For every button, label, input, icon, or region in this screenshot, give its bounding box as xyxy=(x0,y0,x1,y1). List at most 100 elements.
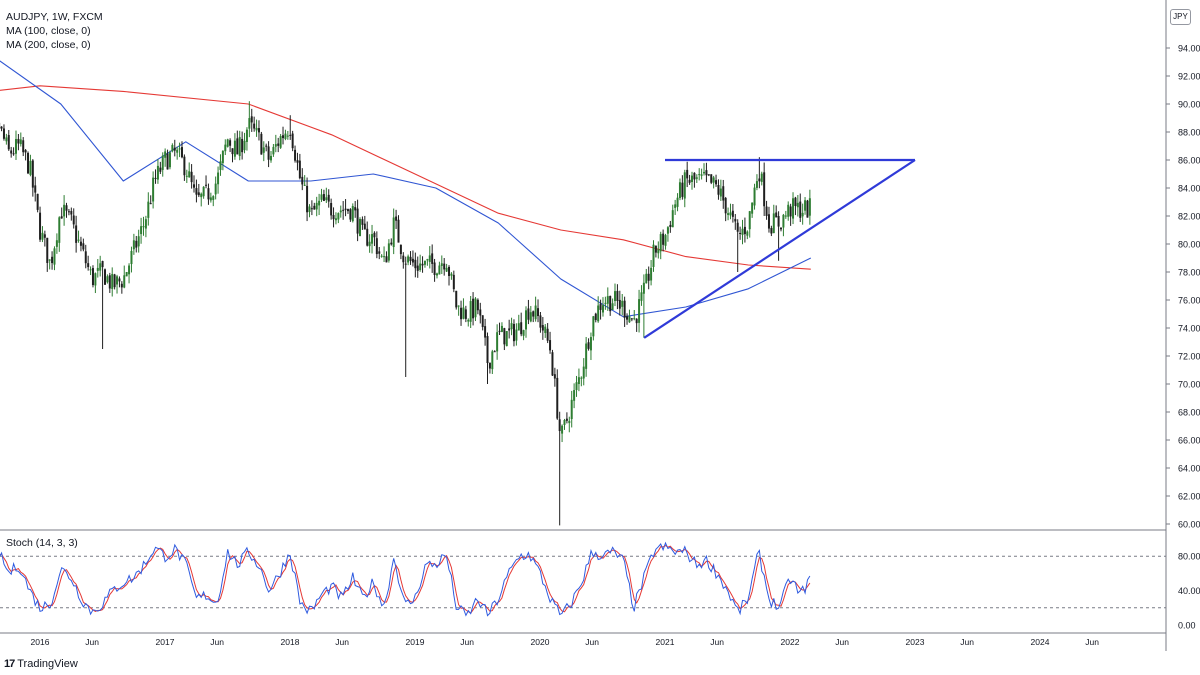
candle-body xyxy=(339,210,342,213)
candle-body xyxy=(503,328,506,345)
price-axis-label: 88.000 xyxy=(1178,128,1200,138)
candle-body xyxy=(529,312,532,322)
candle-body xyxy=(39,212,42,240)
candle-body xyxy=(481,315,484,328)
candle-body xyxy=(474,298,477,318)
candle-body xyxy=(390,242,393,245)
candle-body xyxy=(493,351,496,353)
price-axis-label: 72.000 xyxy=(1178,352,1200,362)
candle-body xyxy=(327,194,330,202)
time-axis-label: 2019 xyxy=(406,637,425,647)
candle-body xyxy=(188,171,191,178)
candle-body xyxy=(346,209,349,212)
candle-body xyxy=(387,243,390,261)
candle-body xyxy=(628,316,631,323)
candle-body xyxy=(698,174,701,176)
candle-body xyxy=(601,305,604,313)
trendlines xyxy=(643,158,916,339)
tradingview-brand[interactable]: TradingView xyxy=(17,658,78,670)
candle-body xyxy=(491,351,494,370)
candle-body xyxy=(257,128,260,133)
stoch-axis-label: 0.00 xyxy=(1178,621,1196,631)
candle-body xyxy=(452,274,455,290)
candle-body xyxy=(371,234,374,244)
candle-body xyxy=(303,184,306,186)
candle-body xyxy=(34,185,37,193)
candle-body xyxy=(130,250,133,265)
candle-body xyxy=(27,152,30,174)
candle-body xyxy=(457,305,460,307)
candle-body xyxy=(681,182,684,197)
candle-body xyxy=(448,266,451,277)
candle-body xyxy=(253,123,256,129)
price-axis-label: 80.000 xyxy=(1178,240,1200,250)
candle-body xyxy=(91,268,94,286)
candle-body xyxy=(638,299,641,323)
candle-body xyxy=(524,310,527,330)
candle-body xyxy=(599,303,602,310)
legend-ma100: MA (100, close, 0) xyxy=(6,25,91,37)
legend-symbol: AUDJPY, 1W, FXCM xyxy=(6,11,103,23)
candle-body xyxy=(784,215,787,217)
time-axis-label: Jun xyxy=(960,637,974,647)
candle-body xyxy=(231,148,234,155)
candle-body xyxy=(609,296,612,312)
candle-body xyxy=(760,173,763,182)
candle-body xyxy=(248,118,251,129)
candle-body xyxy=(161,155,164,170)
candle-body xyxy=(515,329,518,341)
candle-body xyxy=(804,200,807,211)
candle-body xyxy=(46,237,49,263)
time-axis-label: 2017 xyxy=(156,637,175,647)
candle-body xyxy=(291,133,294,149)
candle-body xyxy=(792,198,795,219)
ma200-series xyxy=(0,85,811,270)
candle-body xyxy=(156,165,159,180)
candle-body xyxy=(712,177,715,183)
candle-body xyxy=(55,240,58,247)
candle-body xyxy=(688,179,691,183)
candle-body xyxy=(623,300,626,318)
candle-body xyxy=(551,352,554,376)
candle-body xyxy=(431,253,434,264)
candle-body xyxy=(67,211,70,213)
support-line xyxy=(643,159,916,339)
candle-body xyxy=(154,177,157,179)
candle-body xyxy=(464,309,467,319)
candle-body xyxy=(142,226,145,228)
candle-body xyxy=(765,206,768,216)
time-axis-label: Jun xyxy=(1085,637,1099,647)
candle-body xyxy=(178,148,181,150)
candle-body xyxy=(445,267,448,272)
currency-badge[interactable]: JPY xyxy=(1170,9,1191,25)
candle-body xyxy=(116,276,119,285)
candle-body xyxy=(359,219,362,236)
candle-body xyxy=(484,326,487,338)
candle-body xyxy=(719,188,722,197)
candle-body xyxy=(693,172,696,180)
candle-body xyxy=(498,330,501,332)
time-axis-label: Jun xyxy=(460,637,474,647)
candle-body xyxy=(741,228,744,235)
price-axis-label: 92.000 xyxy=(1178,72,1200,82)
tradingview-logo-icon[interactable]: 17 xyxy=(4,658,15,670)
candle-body xyxy=(89,269,92,271)
candle-body xyxy=(746,231,749,236)
candle-body xyxy=(229,140,232,146)
candle-body xyxy=(414,259,417,269)
candle-body xyxy=(366,228,369,246)
candle-body xyxy=(344,208,347,210)
price-axis-label: 68.000 xyxy=(1178,408,1200,418)
candle-body xyxy=(294,149,297,161)
candle-body xyxy=(645,273,648,284)
candle-body xyxy=(99,263,102,271)
candle-body xyxy=(101,261,104,268)
candle-body xyxy=(724,197,727,214)
time-axis-label: 2021 xyxy=(656,637,675,647)
candle-body xyxy=(676,197,679,207)
candle-body xyxy=(767,214,770,229)
candle-body xyxy=(378,251,381,254)
candle-body xyxy=(674,204,677,208)
time-axis-label: Jun xyxy=(710,637,724,647)
candle-body xyxy=(799,201,802,218)
